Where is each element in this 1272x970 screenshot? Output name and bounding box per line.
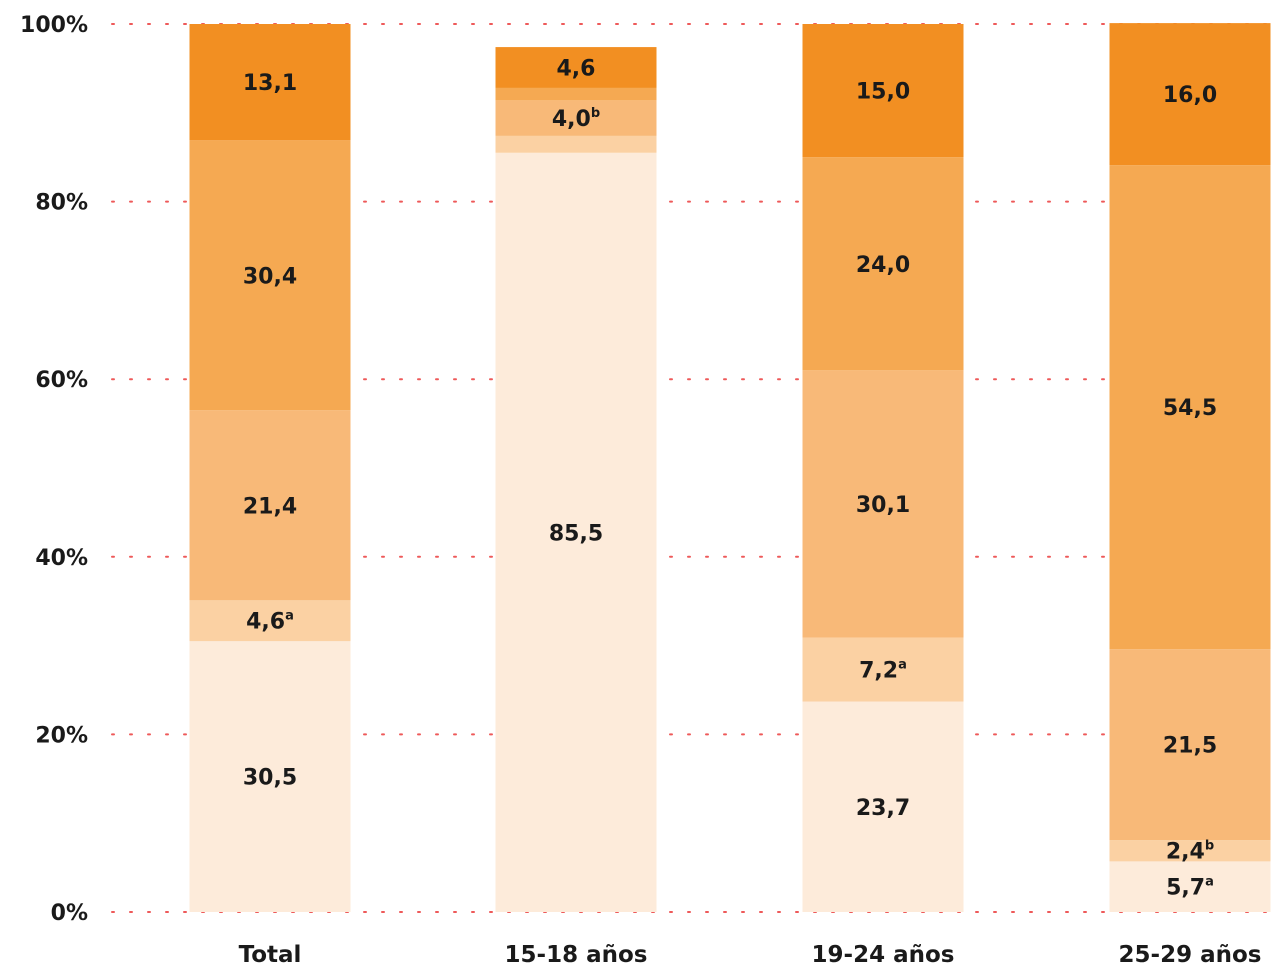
- data-label: 21,4: [243, 494, 297, 519]
- bar-segment: [495, 47, 657, 88]
- data-label: 7,2a: [859, 658, 907, 684]
- bar-segment: [189, 140, 351, 411]
- data-label: 16,0: [1163, 83, 1217, 108]
- data-label: 5,7a: [1166, 875, 1214, 901]
- data-label: 30,5: [243, 766, 297, 791]
- data-label: 85,5: [549, 521, 603, 546]
- x-tick-label: Total: [239, 942, 302, 968]
- bar-segment: [802, 637, 964, 702]
- bar-segment: [1109, 165, 1271, 650]
- bar-segment: [1109, 840, 1271, 862]
- y-axis: 0% 20% 40% 60% 80% 100%: [20, 13, 88, 926]
- data-label: 24,0: [856, 253, 910, 278]
- data-label: 13,1: [243, 71, 297, 96]
- data-labels: 30,5 4,6a 21,4 30,4 13,1 85,5 4,0b 4,6 23,7 7,2a 3…: [243, 57, 1217, 901]
- data-label: 4,6a: [246, 609, 294, 635]
- bar-segment: [495, 152, 657, 912]
- y-tick-label: 80%: [35, 191, 88, 216]
- data-label: 15,0: [856, 80, 910, 105]
- bar-segment: [1109, 861, 1271, 912]
- y-tick-label: 20%: [35, 723, 88, 748]
- bar-segment: [1109, 23, 1271, 166]
- bar-segment: [189, 641, 351, 912]
- bar-segment: [495, 135, 657, 153]
- bar-segment: [189, 24, 351, 141]
- data-label: 54,5: [1163, 396, 1217, 421]
- y-tick-label: 100%: [20, 13, 88, 38]
- data-label: 23,7: [856, 796, 910, 821]
- x-tick-label: 25-29 años: [1119, 942, 1262, 968]
- bar-segment: [1109, 649, 1271, 841]
- y-tick-label: 40%: [35, 546, 88, 571]
- data-label: 30,4: [243, 264, 297, 289]
- bars: [189, 23, 1271, 912]
- data-label: 2,4b: [1166, 839, 1214, 865]
- y-tick-label: 0%: [51, 901, 88, 926]
- bar-segment: [189, 410, 351, 601]
- data-label: 21,5: [1163, 734, 1217, 759]
- bar-segment: [802, 370, 964, 638]
- bar-segment: [802, 701, 964, 912]
- gridlines: [111, 23, 1271, 913]
- x-tick-label: 19-24 años: [812, 942, 955, 968]
- x-axis: Total 15-18 años 19-24 años 25-29 años: [239, 942, 1262, 968]
- bar-segment: [495, 100, 657, 136]
- data-label: 30,1: [856, 493, 910, 518]
- bar-segment: [802, 24, 964, 158]
- data-label: 4,0b: [552, 106, 600, 132]
- data-label: 4,6: [557, 57, 596, 82]
- bar-segment: [189, 600, 351, 642]
- x-tick-label: 15-18 años: [505, 942, 648, 968]
- bar-segment: [802, 157, 964, 371]
- y-tick-label: 60%: [35, 368, 88, 393]
- bar-segment: [495, 87, 657, 101]
